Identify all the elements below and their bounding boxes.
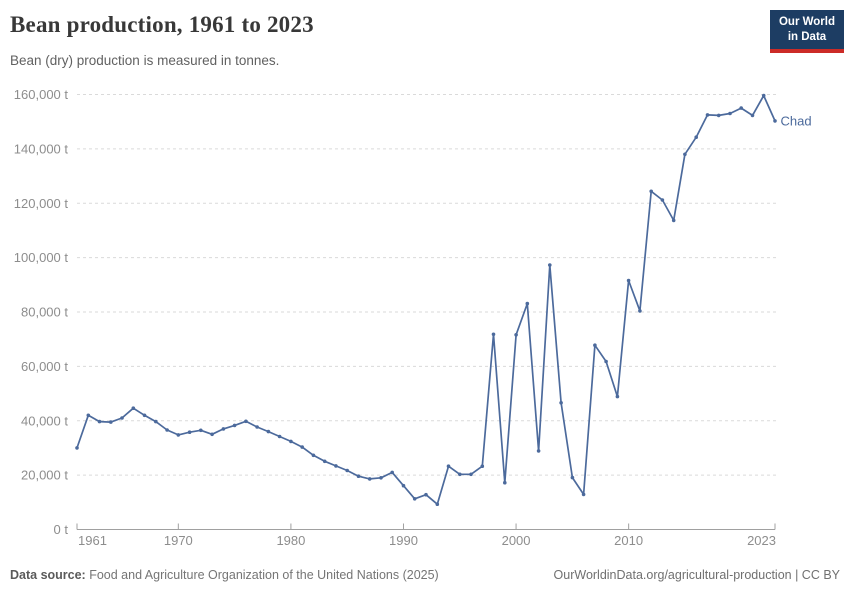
data-point-marker	[604, 359, 608, 364]
data-point-marker	[367, 477, 372, 481]
data-source-label: Data source:	[10, 568, 86, 582]
data-point-marker	[716, 113, 721, 118]
y-axis-tick-label: 100,000 t	[14, 250, 69, 265]
chad-series-line	[76, 94, 776, 506]
data-point-marker	[255, 425, 259, 429]
y-axis-tick-label: 60,000 t	[21, 359, 68, 374]
data-point-marker	[345, 468, 350, 473]
data-point-marker	[379, 476, 383, 480]
data-point-marker	[694, 135, 698, 139]
data-point-marker	[401, 483, 406, 488]
data-point-marker	[559, 401, 563, 405]
data-point-marker	[244, 419, 248, 424]
data-point-marker	[469, 472, 473, 477]
data-point-marker	[570, 475, 575, 480]
chart-subtitle: Bean (dry) production is measured in ton…	[10, 53, 280, 68]
y-axis-tick-label: 0 t	[54, 522, 69, 537]
data-point-marker	[210, 432, 214, 437]
data-point-marker	[75, 446, 79, 450]
data-point-marker	[165, 428, 169, 432]
data-point-marker	[435, 502, 440, 507]
data-point-marker	[277, 434, 282, 439]
data-point-marker	[289, 439, 293, 444]
data-point-marker	[750, 113, 755, 118]
y-axis-tick-label: 80,000 t	[21, 305, 68, 320]
data-point-marker	[232, 423, 237, 428]
data-point-marker	[503, 480, 507, 485]
data-point-marker	[300, 445, 305, 449]
data-source-text: Food and Agriculture Organization of the…	[85, 568, 439, 582]
data-point-marker	[142, 413, 147, 418]
page-title: Bean production, 1961 to 2023	[10, 12, 314, 37]
y-axis-tick-label: 40,000 t	[21, 413, 68, 428]
data-source-note: Data source: Food and Agriculture Organi…	[10, 568, 439, 582]
data-point-marker	[593, 343, 597, 348]
x-axis-tick-label: 1970	[164, 533, 193, 548]
data-point-marker	[176, 433, 181, 437]
data-point-marker	[581, 492, 586, 497]
y-axis-tick-label: 20,000 t	[21, 468, 68, 483]
data-point-marker	[221, 427, 226, 431]
y-axis-tick-label: 120,000 t	[14, 196, 69, 211]
data-point-marker	[109, 420, 113, 424]
data-point-marker	[649, 189, 653, 194]
credit-link[interactable]: OurWorldinData.org/agricultural-producti…	[553, 568, 840, 582]
data-point-marker	[548, 263, 552, 267]
data-point-marker	[491, 332, 496, 337]
data-point-marker	[154, 419, 158, 424]
data-point-marker	[187, 430, 192, 435]
y-axis-tick-label: 160,000 t	[14, 87, 69, 102]
series-label-chad: Chad	[781, 113, 812, 128]
data-point-marker	[266, 429, 271, 434]
x-axis-tick-label: 1980	[276, 533, 305, 548]
x-axis-tick-label: 1961	[78, 533, 107, 548]
data-point-marker	[97, 419, 102, 424]
y-axis-tick-label: 140,000 t	[14, 141, 69, 156]
data-point-marker	[626, 278, 631, 283]
owid-logo[interactable]: Our World in Data	[770, 10, 844, 53]
data-point-marker	[120, 416, 124, 420]
data-point-marker	[86, 413, 91, 418]
data-point-marker	[761, 93, 766, 98]
data-point-marker	[412, 497, 417, 501]
data-point-marker	[705, 113, 710, 117]
chart-footer: Data source: Food and Agriculture Organi…	[0, 564, 850, 590]
data-point-marker	[514, 333, 518, 337]
owid-logo-line1: Our World	[778, 16, 835, 28]
data-point-marker	[480, 464, 485, 469]
data-point-marker	[424, 492, 428, 497]
x-axis-tick-label: 2000	[502, 533, 531, 548]
data-point-marker	[199, 428, 203, 433]
data-point-marker	[322, 459, 327, 464]
data-point-marker	[311, 453, 316, 458]
data-point-marker	[334, 464, 338, 468]
x-axis-tick-label: 2023	[747, 533, 776, 548]
data-point-marker	[525, 301, 530, 306]
data-point-marker	[739, 106, 743, 110]
owid-logo-line2: in Data	[787, 30, 827, 43]
data-point-marker	[615, 394, 620, 399]
data-point-marker	[458, 472, 462, 477]
data-point-marker	[638, 309, 642, 313]
data-point-marker	[356, 474, 361, 479]
data-point-marker	[773, 119, 777, 123]
x-axis-tick-label: 1990	[389, 533, 418, 548]
data-point-marker	[671, 218, 676, 223]
data-point-marker	[131, 406, 136, 411]
data-point-marker	[446, 464, 451, 469]
data-point-marker	[683, 152, 687, 157]
data-point-marker	[728, 111, 732, 116]
data-point-marker	[660, 198, 665, 202]
data-point-marker	[536, 449, 541, 453]
data-point-marker	[390, 470, 395, 475]
x-axis-tick-label: 2010	[614, 533, 643, 548]
